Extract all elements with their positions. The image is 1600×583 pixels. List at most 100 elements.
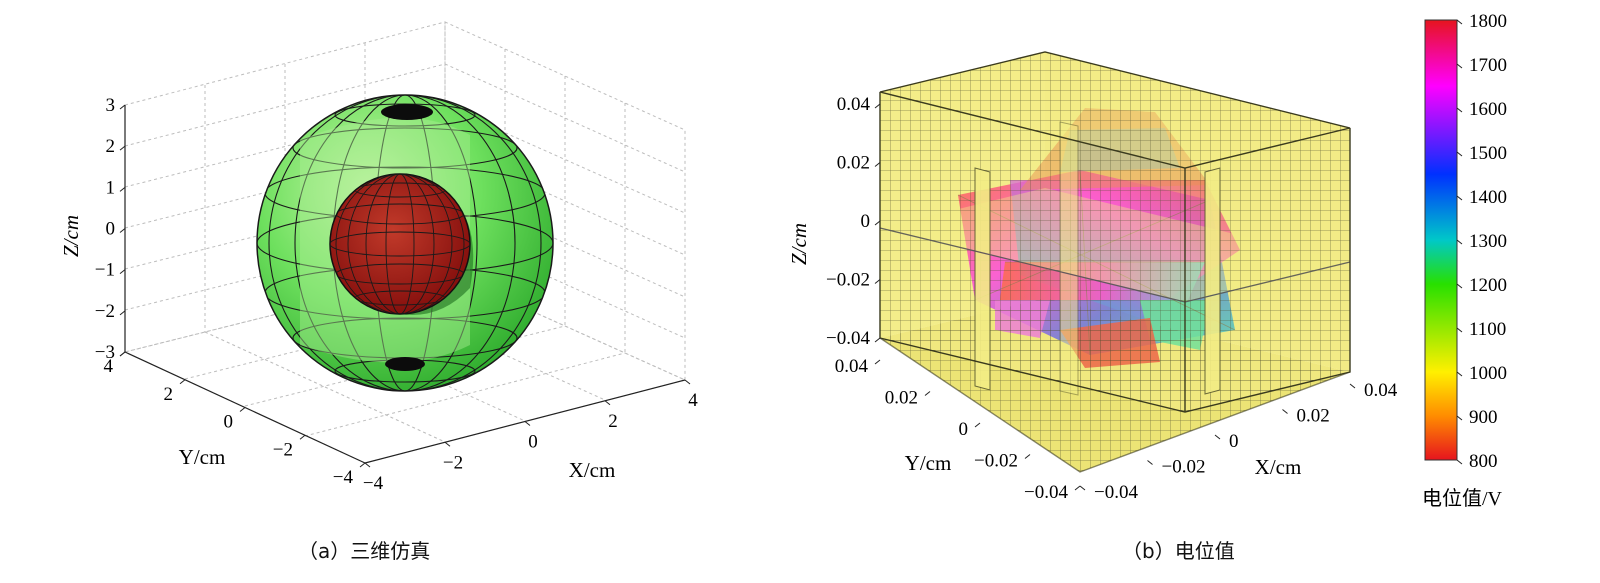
x-axis-label-a: X/cm (569, 458, 616, 482)
colorbar-tick-mark (1456, 151, 1463, 157)
caption-a: （a）三维仿真 (298, 539, 431, 563)
y-axis-b-tick-label: 0.04 (835, 356, 869, 377)
cube-mesh (880, 52, 1350, 472)
x-axis-b-tick-mark (1349, 383, 1356, 389)
panel-a-ticks: −3 −2 −1 0 1 2 3 −4 −2 0 2 4 −4 −2 0 2 4 (95, 95, 698, 494)
colorbar-tick-label: 1300 (1469, 231, 1507, 252)
y-axis-a-tick-label: −2 (273, 439, 293, 460)
colorbar-gradient (1424, 19, 1458, 461)
colorbar-ticks: 800 900 1000 1100 1200 1300 1400 1500 1600 1700 18… (1456, 11, 1507, 472)
colorbar-tick-label: 1200 (1469, 275, 1507, 296)
z-axis-a-tick-mark (119, 310, 126, 316)
x-axis-b-tick-label: 0.02 (1297, 406, 1330, 427)
x-axis-a-tick-label: 0 (528, 432, 538, 453)
caption-b: （b）电位值 (1122, 539, 1235, 563)
colorbar-tick-label: 900 (1469, 407, 1498, 428)
x-axis-a-tick-mark (684, 379, 691, 385)
y-axis-label-a: Y/cm (179, 445, 226, 469)
y-axis-a-tick-mark (179, 379, 186, 385)
z-axis-label-a: Z/cm (59, 215, 83, 257)
y-axis-b-tick-mark (874, 359, 881, 365)
x-axis-label-b: X/cm (1255, 455, 1302, 479)
z-axis-a-tick-label: 1 (106, 177, 116, 198)
z-axis-b-tick-mark (874, 220, 881, 226)
z-axis-a-tick-label: 0 (106, 219, 116, 240)
z-axis-b-tick-mark (874, 162, 881, 167)
x-axis-b-tick-label: −0.02 (1162, 457, 1206, 478)
z-axis-b-tick-label: 0.04 (837, 94, 871, 115)
y-axis-a-tick-mark (359, 462, 366, 468)
y-axis-b-tick-label: −0.04 (1024, 482, 1068, 503)
z-axis-b-tick-mark (874, 103, 881, 109)
y-axis-a-tick-label: 4 (104, 356, 114, 377)
x-axis-b-tick-mark (1147, 460, 1153, 465)
colorbar-tick-mark (1456, 459, 1463, 465)
colorbar-tick-mark (1456, 239, 1463, 245)
y-axis-a-tick-mark (239, 407, 246, 412)
colorbar: 800 900 1000 1100 1200 1300 1400 1500 1600 1700 18… (1422, 11, 1507, 510)
z-axis-a-tick-mark (119, 186, 126, 192)
colorbar-tick-label: 1500 (1469, 143, 1507, 164)
z-axis-a-tick-label: −2 (95, 301, 115, 322)
z-axis-a-tick-mark (119, 145, 126, 151)
z-axis-a-tick-mark (119, 269, 126, 275)
y-axis-a-tick-mark (299, 434, 306, 440)
y-axis-a-tick-label: 2 (164, 384, 174, 405)
y-axis-a-tick-mark (119, 351, 126, 357)
z-axis-a-tick-label: 2 (106, 136, 116, 157)
colorbar-tick-mark (1456, 415, 1463, 421)
colorbar-tick-mark (1456, 327, 1463, 333)
x-axis-a-tick-label: 4 (688, 390, 698, 411)
colorbar-tick-label: 1600 (1469, 99, 1507, 120)
y-axis-b-tick-mark (1024, 454, 1031, 459)
colorbar-tick-label: 1800 (1469, 11, 1507, 32)
y-axis-b-tick-mark (974, 422, 981, 428)
colorbar-tick-label: 800 (1469, 451, 1498, 472)
y-axis-b-tick-mark (924, 391, 931, 396)
x-axis-b-tick-label: 0.04 (1364, 380, 1398, 401)
colorbar-label: 电位值/V (1422, 487, 1503, 510)
z-axis-b-tick-mark (874, 279, 881, 284)
z-axis-b-tick-label: −0.02 (826, 270, 870, 291)
y-axis-b-tick-label: 0.02 (885, 388, 918, 409)
colorbar-tick-label: 1400 (1469, 187, 1507, 208)
y-axis-label-b: Y/cm (905, 451, 952, 475)
z-axis-b-tick-mark (874, 337, 881, 343)
colorbar-tick-mark (1456, 107, 1463, 113)
colorbar-tick-mark (1456, 63, 1463, 69)
z-axis-b-tick-label: −0.04 (826, 328, 870, 349)
y-axis-b-tick-label: −0.02 (974, 451, 1018, 472)
z-axis-a-tick-label: 3 (106, 95, 116, 116)
x-axis-a-tick-mark (604, 400, 611, 406)
x-axis-b-tick-mark (1214, 434, 1221, 440)
x-axis-a-tick-mark (444, 441, 451, 447)
y-axis-b-tick-mark (1074, 485, 1081, 491)
colorbar-tick-mark (1456, 195, 1463, 201)
x-axis-a-tick-mark (524, 421, 531, 426)
x-axis-a-tick-label: −4 (363, 473, 384, 494)
colorbar-tick-label: 1700 (1469, 55, 1507, 76)
x-axis-a-tick-label: 2 (608, 411, 618, 432)
z-axis-b-tick-label: 0.02 (837, 153, 870, 174)
y-axis-a-tick-label: −4 (333, 467, 354, 488)
x-axis-b-tick-label: 0 (1229, 431, 1239, 452)
colorbar-tick-label: 1000 (1469, 363, 1507, 384)
x-axis-b-tick-mark (1282, 409, 1288, 414)
z-axis-a-tick-mark (119, 104, 126, 110)
panel-b: −0.04−0.0200.020.04−0.04−0.0200.020.04−0… (787, 51, 1398, 503)
x-axis-a-tick-mark (364, 462, 371, 468)
colorbar-tick-mark (1456, 283, 1463, 289)
y-axis-b-tick-label: 0 (959, 419, 969, 440)
inner-sphere (329, 173, 474, 315)
x-axis-a-tick-label: −2 (443, 452, 463, 473)
panel-a: −3 −2 −1 0 1 2 3 −4 −2 0 2 4 −4 −2 0 2 4 Z/cm Y/cm X/cm (59, 21, 698, 494)
colorbar-tick-mark (1456, 19, 1463, 25)
cube-edges (879, 51, 1351, 473)
x-axis-b-tick-mark (1079, 485, 1086, 491)
colorbar-tick-mark (1456, 371, 1463, 377)
z-axis-a-tick-label: −1 (95, 260, 115, 281)
z-axis-b-tick-label: 0 (861, 211, 871, 232)
inner-panels (879, 121, 1351, 396)
